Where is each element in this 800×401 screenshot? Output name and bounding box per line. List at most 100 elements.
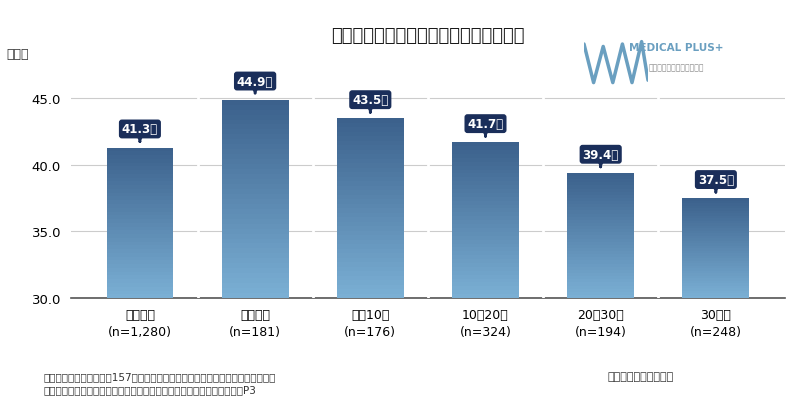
Bar	[452, 217, 519, 221]
Bar	[567, 295, 634, 298]
Bar	[222, 180, 289, 184]
Bar	[682, 226, 750, 229]
Bar	[567, 286, 634, 289]
Text: 39.4歳: 39.4歳	[582, 148, 619, 167]
Bar	[452, 209, 519, 213]
Bar	[222, 110, 289, 115]
Bar	[452, 151, 519, 154]
Bar	[567, 258, 634, 261]
Bar	[452, 197, 519, 201]
Bar	[452, 267, 519, 271]
Bar	[337, 190, 404, 195]
Bar	[337, 262, 404, 267]
Bar	[106, 152, 174, 156]
Bar	[567, 183, 634, 186]
Bar	[567, 192, 634, 195]
Bar	[682, 246, 750, 249]
Bar	[106, 227, 174, 231]
Bar	[567, 173, 634, 176]
Bar	[682, 241, 750, 243]
Bar	[337, 267, 404, 271]
Bar	[222, 234, 289, 239]
Bar	[567, 201, 634, 205]
Bar	[337, 150, 404, 155]
Bar	[106, 171, 174, 174]
Bar	[337, 289, 404, 294]
Bar	[682, 288, 750, 291]
Bar	[682, 266, 750, 268]
Bar	[567, 186, 634, 189]
Bar	[106, 208, 174, 212]
Bar	[567, 267, 634, 270]
Bar	[567, 236, 634, 239]
Bar	[337, 119, 404, 124]
Bar	[567, 292, 634, 295]
Bar	[222, 130, 289, 135]
Bar	[567, 195, 634, 198]
Bar	[106, 231, 174, 235]
Bar	[222, 140, 289, 145]
Bar	[222, 219, 289, 224]
Bar	[337, 155, 404, 159]
Bar	[222, 145, 289, 150]
Bar	[452, 213, 519, 217]
Bar	[106, 182, 174, 186]
Bar	[567, 245, 634, 248]
Bar	[222, 199, 289, 204]
Bar	[106, 219, 174, 223]
Bar	[337, 235, 404, 240]
Bar	[106, 242, 174, 246]
Bar	[452, 228, 519, 232]
Text: 41.7歳: 41.7歳	[467, 118, 503, 137]
Text: 37.5歳: 37.5歳	[698, 174, 734, 192]
Bar	[106, 294, 174, 298]
Bar	[452, 174, 519, 178]
Bar	[567, 189, 634, 192]
Bar	[567, 214, 634, 217]
Bar	[682, 271, 750, 273]
Bar	[337, 249, 404, 253]
Bar	[106, 189, 174, 193]
Bar	[567, 223, 634, 227]
Bar	[682, 273, 750, 276]
Bar	[337, 271, 404, 276]
Bar	[222, 239, 289, 244]
Bar	[452, 221, 519, 225]
Bar	[567, 289, 634, 292]
Bar	[452, 205, 519, 209]
Bar	[567, 251, 634, 255]
Bar	[106, 178, 174, 182]
Bar	[567, 176, 634, 180]
Bar	[682, 256, 750, 259]
Bar	[222, 209, 289, 214]
Bar	[682, 214, 750, 216]
Text: 株式会社メディカルプラス: 株式会社メディカルプラス	[648, 64, 704, 73]
Bar	[682, 239, 750, 241]
Bar	[567, 217, 634, 220]
Bar	[452, 279, 519, 283]
Bar	[567, 198, 634, 202]
Bar	[452, 236, 519, 240]
Bar	[452, 158, 519, 162]
Bar	[337, 146, 404, 150]
Bar	[222, 115, 289, 120]
Bar	[452, 244, 519, 248]
Bar	[222, 214, 289, 219]
Text: ＊全体には開業年無回答157を含む。新規開業のみで、承継の場合は含まない。: ＊全体には開業年無回答157を含む。新規開業のみで、承継の場合は含まない。	[44, 371, 276, 381]
Bar	[682, 201, 750, 204]
Bar	[682, 216, 750, 219]
Bar	[106, 279, 174, 283]
Bar	[567, 283, 634, 286]
Bar	[337, 276, 404, 280]
Bar	[337, 168, 404, 173]
Bar	[682, 268, 750, 271]
Bar	[452, 186, 519, 190]
Bar	[682, 233, 750, 236]
Bar	[337, 258, 404, 262]
Bar	[337, 245, 404, 249]
Bar	[337, 177, 404, 182]
Bar	[567, 248, 634, 251]
Bar	[337, 182, 404, 186]
Bar	[452, 240, 519, 244]
Bar	[682, 251, 750, 253]
